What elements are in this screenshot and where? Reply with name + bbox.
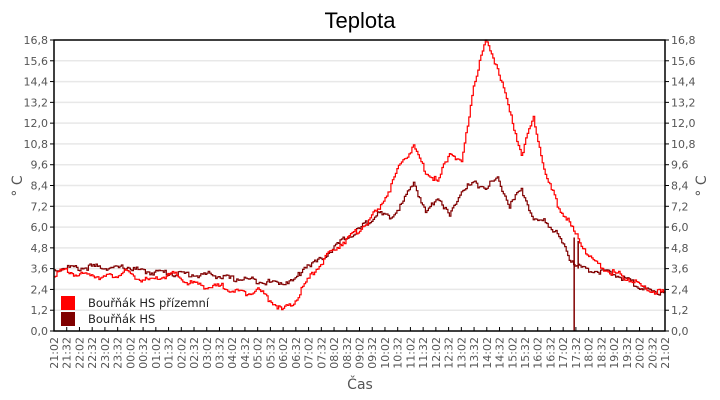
x-tick-label: 11:02	[404, 337, 417, 369]
y-axis-left: 0,0 1,2 2,4 3,6 4,8 6,0 7,2 8,4 9,6 10,8 12,0 13,2 1…	[24, 34, 54, 338]
y-tick-label: 12,0	[24, 117, 49, 130]
y-tick-label: 10,8	[671, 138, 696, 151]
y-tick-label: 15,6	[671, 55, 696, 68]
x-tick-label: 22:32	[86, 337, 99, 369]
x-tick-label: 19:02	[608, 337, 621, 369]
series-dip	[573, 237, 579, 331]
x-tick-label: 18:02	[583, 337, 596, 369]
y-tick-label: 1,2	[31, 304, 49, 317]
x-tick-label: 03:02	[201, 337, 214, 369]
x-tick-label: 20:32	[646, 337, 659, 369]
x-tick-label: 10:02	[379, 337, 392, 369]
y-tick-label: 1,2	[671, 304, 689, 317]
x-tick-label: 02:32	[188, 337, 201, 369]
chart-title: Teplota	[324, 8, 396, 33]
x-tick-label: 04:02	[226, 337, 239, 369]
x-tick-label: 03:32	[213, 337, 226, 369]
y-tick-label: 4,8	[671, 242, 689, 255]
y-tick-label: 10,8	[24, 138, 49, 151]
x-tick-label: 18:32	[595, 337, 608, 369]
x-tick-label: 19:32	[621, 337, 634, 369]
y-tick-label: 8,4	[671, 180, 689, 193]
y-tick-label: 16,8	[24, 34, 49, 47]
y-tick-label: 13,2	[671, 96, 696, 109]
y-tick-label: 6,0	[671, 221, 689, 234]
y-tick-label: 4,8	[31, 242, 49, 255]
y-tick-label: 3,6	[671, 263, 689, 276]
plot-frame	[53, 39, 666, 332]
y-tick-label: 9,6	[31, 159, 49, 172]
x-tick-label: 09:02	[354, 337, 367, 369]
x-tick-label: 11:32	[417, 337, 430, 369]
x-tick-label: 02:02	[175, 337, 188, 369]
legend-swatch	[61, 296, 75, 310]
x-tick-label: 01:02	[150, 337, 163, 369]
x-tick-label: 13:02	[455, 337, 468, 369]
x-tick-label: 17:32	[570, 337, 583, 369]
y-tick-label: 16,8	[671, 34, 696, 47]
y-tick-label: 12,0	[671, 117, 696, 130]
x-tick-label: 22:02	[73, 337, 86, 369]
x-tick-label: 23:32	[112, 337, 125, 369]
x-tick-label: 07:02	[303, 337, 316, 369]
x-tick-label: 14:32	[494, 337, 507, 369]
legend-swatch	[61, 312, 75, 326]
x-tick-label: 06:02	[277, 337, 290, 369]
y-tick-label: 6,0	[31, 221, 49, 234]
y-tick-label: 7,2	[671, 200, 689, 213]
x-tick-label: 21:02	[659, 337, 672, 369]
x-tick-label: 12:02	[430, 337, 443, 369]
x-tick-label: 12:32	[443, 337, 456, 369]
x-tick-label: 08:32	[341, 337, 354, 369]
x-tick-label: 00:02	[124, 337, 137, 369]
x-tick-label: 15:32	[519, 337, 532, 369]
x-tick-label: 16:32	[544, 337, 557, 369]
x-tick-label: 15:02	[506, 337, 519, 369]
x-tick-label: 16:02	[532, 337, 545, 369]
series-line	[54, 176, 666, 296]
y-tick-label: 14,4	[24, 76, 49, 89]
y-tick-label: 13,2	[24, 96, 49, 109]
y-axis-title-right: ° C	[694, 175, 710, 196]
x-axis: 21:02 21:32 22:02 22:32 23:02 23:32 00:02 00:32…	[48, 327, 672, 369]
y-tick-label: 0,0	[671, 325, 689, 338]
x-tick-label: 23:02	[99, 337, 112, 369]
series-lines	[54, 39, 666, 331]
x-tick-label: 21:32	[61, 337, 74, 369]
y-tick-label: 2,4	[671, 283, 689, 296]
x-tick-label: 10:32	[392, 337, 405, 369]
x-tick-label: 20:02	[634, 337, 647, 369]
x-axis-title: Čas	[347, 375, 373, 393]
y-tick-label: 2,4	[31, 283, 49, 296]
x-tick-label: 06:32	[290, 337, 303, 369]
x-tick-label: 00:32	[137, 337, 150, 369]
y-axis-title-left: ° C	[10, 175, 26, 196]
series-line	[54, 39, 666, 311]
x-tick-label: 13:32	[468, 337, 481, 369]
y-tick-label: 7,2	[31, 200, 49, 213]
x-tick-label: 17:02	[557, 337, 570, 369]
y-tick-label: 9,6	[671, 159, 689, 172]
y-tick-label: 3,6	[31, 263, 49, 276]
grid-lines	[54, 60, 665, 311]
x-tick-label: 08:02	[328, 337, 341, 369]
x-tick-label: 01:32	[163, 337, 176, 369]
x-tick-label: 07:32	[315, 337, 328, 369]
y-tick-label: 8,4	[31, 180, 49, 193]
y-axis-right: 0,0 1,2 2,4 3,6 4,8 6,0 7,2 8,4 9,6 10,8 12,0 13,2 1…	[665, 34, 696, 338]
legend-label: Bouřňák HS přízemní	[88, 296, 210, 310]
legend: Bouřňák HS přízemní Bouřňák HS	[61, 296, 210, 326]
x-tick-label: 04:32	[239, 337, 252, 369]
x-tick-label: 14:02	[481, 337, 494, 369]
y-tick-label: 0,0	[31, 325, 49, 338]
legend-label: Bouřňák HS	[88, 312, 155, 326]
y-tick-label: 14,4	[671, 76, 696, 89]
y-tick-label: 15,6	[24, 55, 49, 68]
x-tick-label: 05:32	[264, 337, 277, 369]
x-tick-label: 05:02	[252, 337, 265, 369]
x-tick-label: 09:32	[366, 337, 379, 369]
x-tick-label: 21:02	[48, 337, 61, 369]
